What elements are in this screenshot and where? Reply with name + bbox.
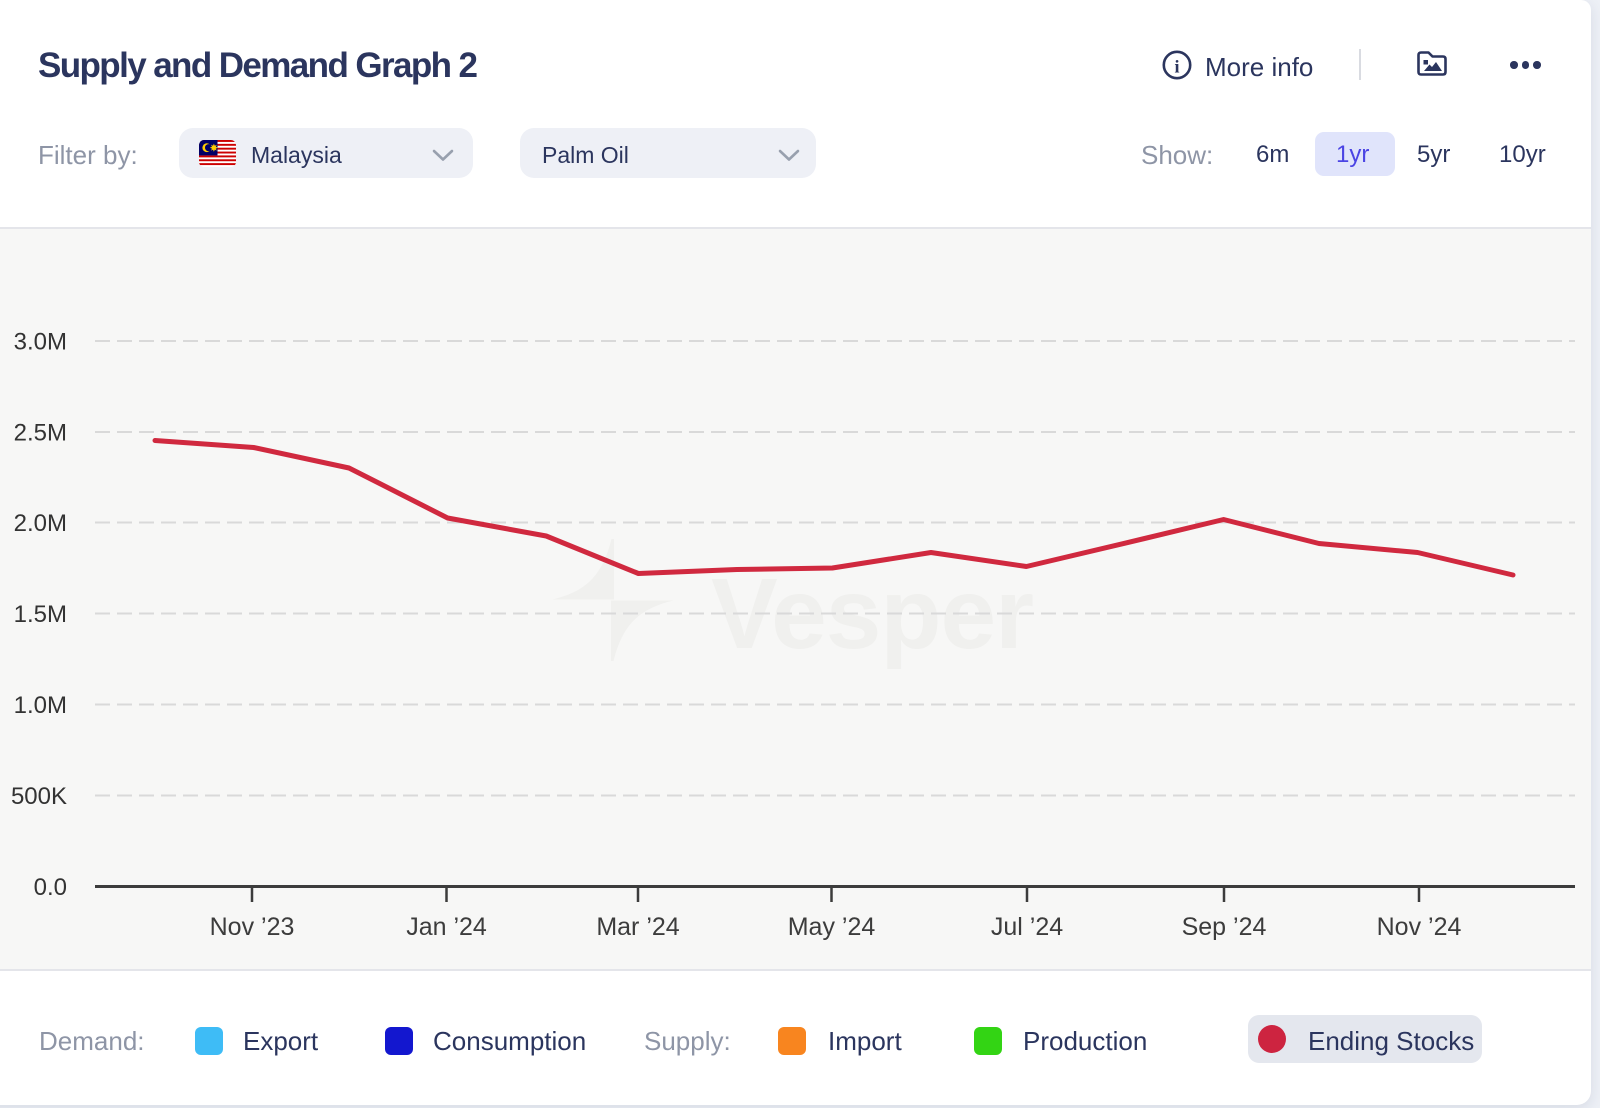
svg-text:Nov ’23: Nov ’23 — [210, 913, 295, 941]
svg-text:Nov ’24: Nov ’24 — [1377, 913, 1462, 941]
svg-text:3.0M: 3.0M — [14, 329, 67, 356]
svg-text:Jan ’24: Jan ’24 — [406, 913, 487, 941]
svg-text:1.0M: 1.0M — [14, 692, 67, 719]
svg-text:i: i — [1174, 57, 1179, 77]
svg-text:1.5M: 1.5M — [14, 601, 67, 628]
svg-text:2.5M: 2.5M — [14, 420, 67, 447]
svg-text:Mar ’24: Mar ’24 — [596, 913, 679, 941]
svg-text:0.0: 0.0 — [34, 874, 67, 901]
svg-text:Sep ’24: Sep ’24 — [1182, 913, 1267, 941]
svg-text:2.0M: 2.0M — [14, 510, 67, 537]
svg-text:May ’24: May ’24 — [788, 913, 876, 941]
svg-text:500K: 500K — [11, 783, 67, 810]
svg-text:Jul ’24: Jul ’24 — [991, 913, 1063, 941]
